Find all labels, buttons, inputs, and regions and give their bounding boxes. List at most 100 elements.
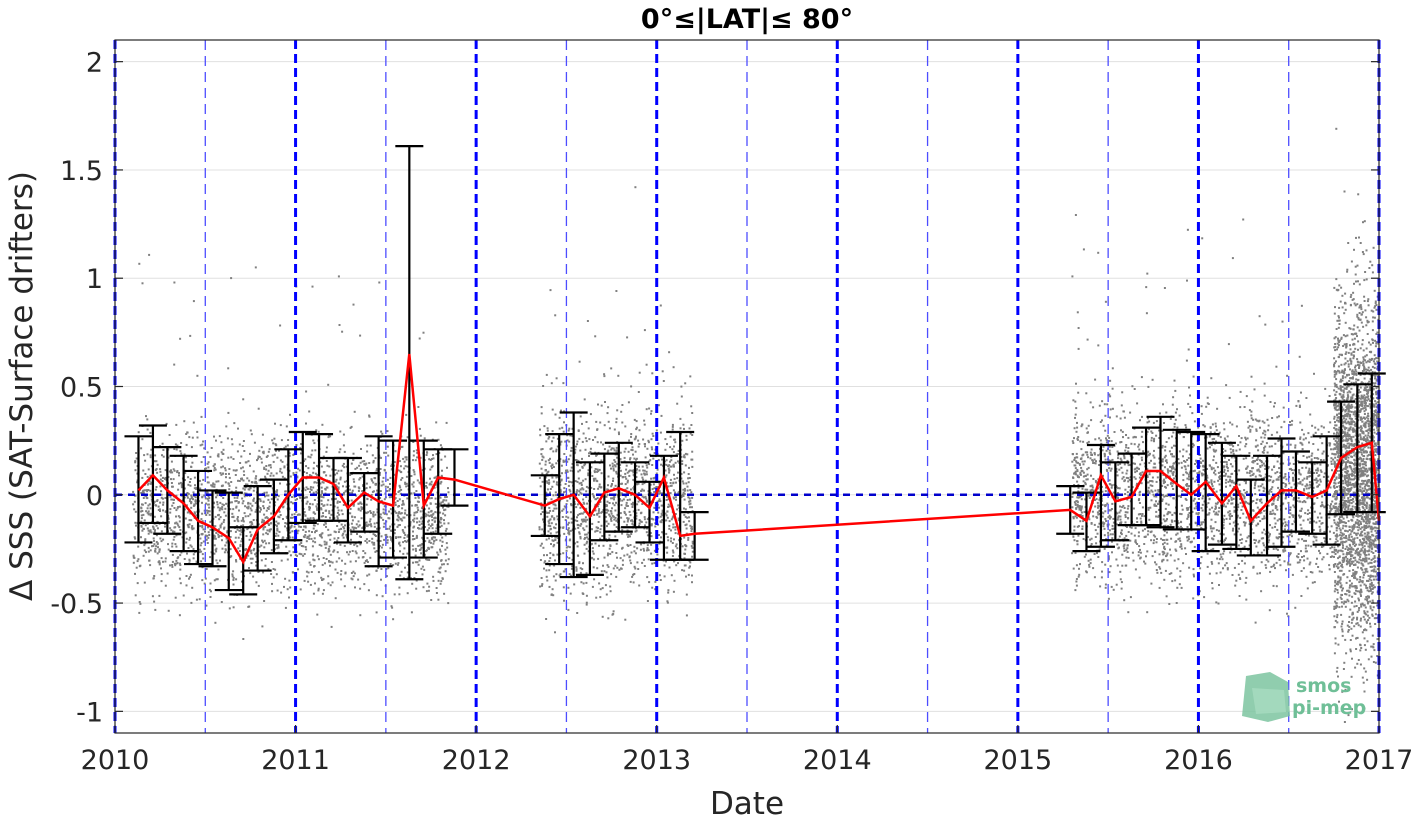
scatter-point xyxy=(1086,536,1089,538)
scatter-point xyxy=(242,487,245,490)
scatter-point xyxy=(329,516,331,519)
scatter-point xyxy=(582,488,585,491)
scatter-point xyxy=(583,511,586,514)
scatter-point xyxy=(320,493,323,496)
scatter-point xyxy=(336,511,339,514)
scatter-point xyxy=(186,523,189,526)
scatter-point xyxy=(1082,463,1085,466)
scatter-point xyxy=(606,493,609,496)
scatter-point xyxy=(286,558,289,561)
scatter-point xyxy=(372,490,375,493)
scatter-point xyxy=(413,473,416,476)
scatter-point xyxy=(587,474,590,477)
scatter-point xyxy=(413,492,416,495)
scatter-point xyxy=(278,530,281,533)
scatter-point xyxy=(429,459,432,461)
scatter-point xyxy=(546,429,549,432)
scatter-point xyxy=(622,498,625,501)
scatter-point xyxy=(299,446,302,449)
scatter-point xyxy=(1267,466,1270,469)
scatter-point xyxy=(268,505,271,508)
scatter-point xyxy=(541,583,544,586)
scatter-point xyxy=(371,479,373,482)
scatter-point xyxy=(591,547,594,550)
scatter-point xyxy=(1148,461,1151,464)
scatter-point xyxy=(421,507,424,510)
scatter-point xyxy=(1309,517,1312,520)
scatter-point xyxy=(441,577,444,580)
scatter-point xyxy=(1087,494,1090,497)
scatter-point xyxy=(575,491,578,493)
scatter-point xyxy=(593,496,595,499)
scatter-point xyxy=(1082,453,1085,456)
scatter-point xyxy=(1304,512,1307,515)
scatter-point xyxy=(1290,423,1293,426)
scatter-point xyxy=(247,554,250,557)
scatter-point xyxy=(440,501,443,504)
scatter-point xyxy=(335,485,338,488)
scatter-point xyxy=(1307,432,1310,435)
scatter-point xyxy=(180,482,183,485)
scatter-point xyxy=(625,501,628,504)
scatter-point xyxy=(651,372,654,375)
scatter-point xyxy=(273,453,276,456)
scatter-point xyxy=(668,520,671,523)
scatter-point xyxy=(625,523,628,526)
scatter-point xyxy=(443,509,446,512)
scatter-point xyxy=(386,430,389,433)
scatter-point xyxy=(686,489,689,492)
scatter-point xyxy=(648,463,651,466)
scatter-point xyxy=(174,522,177,525)
scatter-point xyxy=(1161,498,1164,501)
scatter-point xyxy=(423,553,426,556)
scatter-point xyxy=(691,458,694,461)
scatter-point xyxy=(187,492,190,495)
scatter-point xyxy=(567,429,570,432)
scatter-point xyxy=(627,545,630,547)
scatter-point xyxy=(1084,488,1087,491)
scatter-point xyxy=(312,467,315,470)
scatter-point xyxy=(549,491,551,494)
scatter-point xyxy=(420,522,423,525)
scatter-point xyxy=(1316,557,1318,560)
scatter-point xyxy=(270,522,273,525)
scatter-point xyxy=(548,560,551,563)
scatter-point xyxy=(691,465,694,468)
scatter-point xyxy=(429,525,432,528)
scatter-point xyxy=(380,430,383,433)
scatter-point xyxy=(1112,517,1115,520)
scatter-point xyxy=(254,542,257,545)
scatter-point xyxy=(316,492,319,495)
scatter-point xyxy=(1297,553,1300,555)
scatter-point xyxy=(426,582,429,585)
scatter-point xyxy=(361,527,364,530)
scatter-point xyxy=(1075,516,1078,519)
scatter-point xyxy=(162,509,165,512)
scatter-point xyxy=(214,621,217,624)
scatter-point xyxy=(389,529,392,532)
scatter-point xyxy=(1277,495,1280,498)
scatter-point xyxy=(312,540,315,543)
scatter-point xyxy=(274,568,277,571)
scatter-point xyxy=(1203,500,1206,503)
scatter-point xyxy=(320,503,323,506)
scatter-point xyxy=(1121,471,1124,474)
scatter-point xyxy=(539,544,542,547)
scatter-point xyxy=(399,470,402,473)
scatter-point xyxy=(215,578,218,581)
scatter-point xyxy=(297,568,299,571)
scatter-point xyxy=(415,587,418,590)
scatter-point xyxy=(539,428,541,431)
scatter-point xyxy=(1219,571,1222,574)
scatter-point xyxy=(1172,488,1175,490)
scatter-point xyxy=(396,563,399,566)
scatter-point xyxy=(284,455,287,458)
scatter-point xyxy=(1264,323,1267,326)
scatter-point xyxy=(655,486,658,488)
scatter-point xyxy=(142,554,145,557)
scatter-point xyxy=(307,467,310,470)
scatter-point xyxy=(426,486,428,489)
scatter-point xyxy=(417,495,420,498)
scatter-point xyxy=(540,577,543,579)
scatter-point xyxy=(1222,527,1225,530)
